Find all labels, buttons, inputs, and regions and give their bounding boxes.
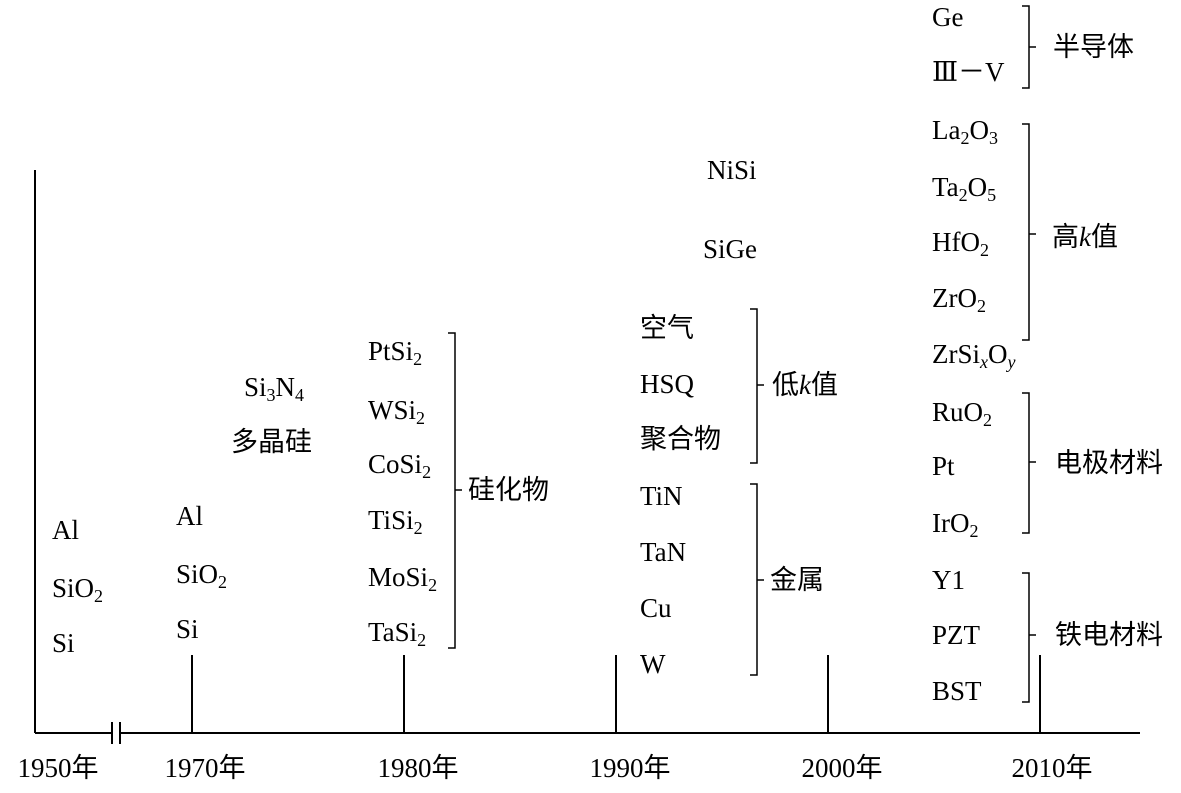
material-label: RuO2	[932, 397, 993, 430]
material-label: TaSi2	[368, 617, 427, 650]
year-label-1970: 1970年	[164, 753, 246, 783]
material-label: Cu	[640, 593, 672, 623]
material-label: TiSi2	[368, 505, 423, 538]
material-label: BST	[932, 676, 982, 706]
year-label-1950: 1950年	[17, 753, 99, 783]
material-label: Ge	[932, 2, 964, 32]
bracket-silicide	[448, 332, 462, 649]
material-label: HSQ	[640, 369, 695, 399]
material-label: TaN	[640, 537, 687, 567]
material-label: SiO2	[52, 573, 104, 606]
bracket-metal	[750, 483, 764, 676]
material-label: ZrO2	[932, 283, 986, 316]
material-label: ZrSixOy	[932, 339, 1016, 372]
bracket-low-k	[750, 308, 764, 464]
material-label: La2O3	[932, 115, 998, 148]
group-label-high-k: 高k值	[1052, 222, 1118, 252]
bracket-ferroelectric	[1022, 572, 1036, 703]
material-label: PZT	[932, 620, 981, 650]
group-label-metal: 金属	[770, 565, 824, 595]
material-label: SiO2	[176, 559, 228, 592]
material-label: WSi2	[368, 395, 426, 428]
group-label-electrode: 电极材料	[1055, 448, 1163, 478]
material-label: Si	[52, 628, 75, 658]
material-label: 多晶硅	[231, 427, 312, 457]
material-label: TiN	[640, 481, 683, 511]
year-label-1980: 1980年	[377, 753, 459, 783]
material-label: Pt	[932, 451, 955, 481]
group-label-low-k: 低k值	[772, 370, 838, 400]
material-label: SiGe	[703, 234, 757, 264]
group-label-semiconductor: 半导体	[1053, 32, 1134, 62]
material-label: Si3N4	[244, 372, 305, 405]
material-label: MoSi2	[368, 562, 438, 595]
material-label: HfO2	[932, 227, 989, 260]
material-label: IrO2	[932, 508, 979, 541]
material-label: PtSi2	[368, 336, 423, 369]
material-label: Al	[176, 501, 203, 531]
material-label: 聚合物	[640, 424, 721, 454]
material-label: Al	[52, 515, 79, 545]
year-label-2000: 2000年	[801, 753, 883, 783]
material-label: Ta2O5	[932, 172, 997, 205]
bracket-high-k	[1022, 123, 1036, 341]
year-label-1990: 1990年	[589, 753, 671, 783]
material-label: Y1	[932, 565, 965, 595]
group-label-silicide: 硅化物	[468, 475, 549, 505]
year-label-2010: 2010年	[1011, 753, 1093, 783]
material-label: 空气	[640, 313, 694, 343]
bracket-semiconductor	[1022, 5, 1036, 89]
material-label: NiSi	[707, 155, 757, 185]
material-label: CoSi2	[368, 449, 432, 482]
group-label-ferroelectric: 铁电材料	[1055, 620, 1163, 650]
material-label: Ⅲ－V	[932, 57, 1005, 87]
material-label: W	[640, 649, 666, 679]
material-label: Si	[176, 614, 199, 644]
bracket-electrode	[1022, 392, 1036, 534]
